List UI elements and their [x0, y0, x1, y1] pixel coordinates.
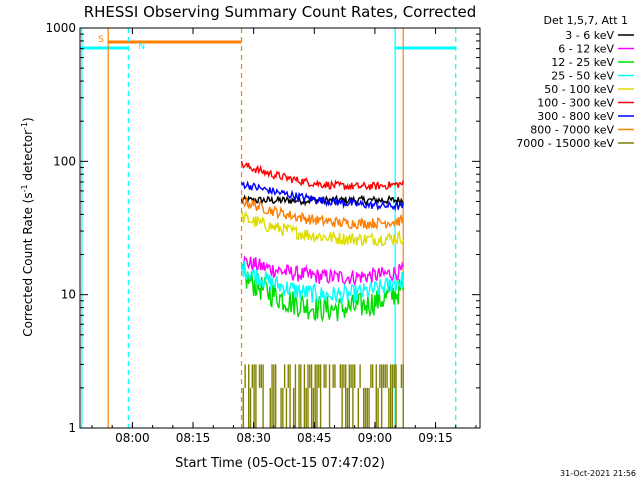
- plot-frame: [79, 27, 481, 429]
- y-axis-label-sup1: -1: [20, 184, 29, 192]
- y-tick-label-3: 1000: [45, 21, 76, 35]
- y-tick-label-0: 1: [68, 421, 76, 435]
- series-line-3: [240, 260, 404, 305]
- chart-title: RHESSI Observing Summary Count Rates, Co…: [84, 3, 477, 21]
- y-axis-label-end: ): [21, 117, 35, 122]
- series-3: [240, 260, 404, 305]
- footer-timestamp: 31-Oct-2021 21:56: [560, 469, 636, 478]
- x-tick-label-4: 09:00: [358, 431, 393, 445]
- legend-label-1: 6 - 12 keV: [558, 43, 614, 56]
- legend-label-6: 300 - 800 keV: [537, 110, 614, 123]
- x-axis-label: Start Time (05-Oct-15 07:47:02): [175, 456, 385, 471]
- series-line-5: [240, 160, 404, 191]
- legend-label-4: 50 - 100 keV: [544, 83, 614, 96]
- series-2: [240, 263, 404, 323]
- annotation-n: N: [138, 42, 145, 52]
- event-lines: [81, 28, 457, 428]
- x-tick-label-3: 08:45: [297, 431, 332, 445]
- series-line-6: [240, 180, 404, 212]
- legend-title: Det 1,5,7, Att 1: [544, 14, 628, 27]
- series-line-2: [240, 263, 404, 323]
- series-5: [240, 160, 404, 191]
- annotation-s: S: [98, 35, 104, 45]
- series-1: [241, 255, 404, 287]
- series-line-1: [241, 255, 404, 287]
- time-bands: SN: [80, 35, 456, 52]
- x-tick-label-1: 08:15: [176, 431, 211, 445]
- y-axis-label-main: Corrected Count Rate (s: [21, 192, 35, 336]
- y-axis-label-sup2: -1: [20, 122, 29, 130]
- legend-label-3: 25 - 50 keV: [551, 70, 614, 83]
- legend-label-2: 12 - 25 keV: [551, 56, 614, 69]
- y-tick-label-2: 100: [53, 154, 76, 168]
- axes: 08:00 08:15 08:30 08:45 09:00 09:15 1 10 100 1000: [45, 21, 481, 445]
- legend-label-8: 7000 - 15000 keV: [516, 137, 614, 150]
- legend-label-0: 3 - 6 keV: [565, 29, 614, 42]
- y-axis-label-mid: detector: [21, 130, 35, 185]
- x-tick-label-2: 08:30: [236, 431, 271, 445]
- series-8: [242, 364, 404, 428]
- x-tick-label-5: 09:15: [418, 431, 453, 445]
- x-tick-label-0: 08:00: [115, 431, 150, 445]
- series-layer: [240, 160, 404, 428]
- series-line-4: [240, 210, 404, 247]
- series-4: [240, 210, 404, 247]
- y-tick-label-1: 10: [61, 288, 76, 302]
- y-axis-label: Corrected Count Rate (s-1 detector-1): [20, 117, 35, 336]
- legend-label-5: 100 - 300 keV: [537, 97, 614, 110]
- series-line-7: [240, 196, 404, 231]
- legend-label-7: 800 - 7000 keV: [530, 124, 614, 137]
- series-7: [240, 196, 404, 231]
- series-6: [240, 180, 404, 212]
